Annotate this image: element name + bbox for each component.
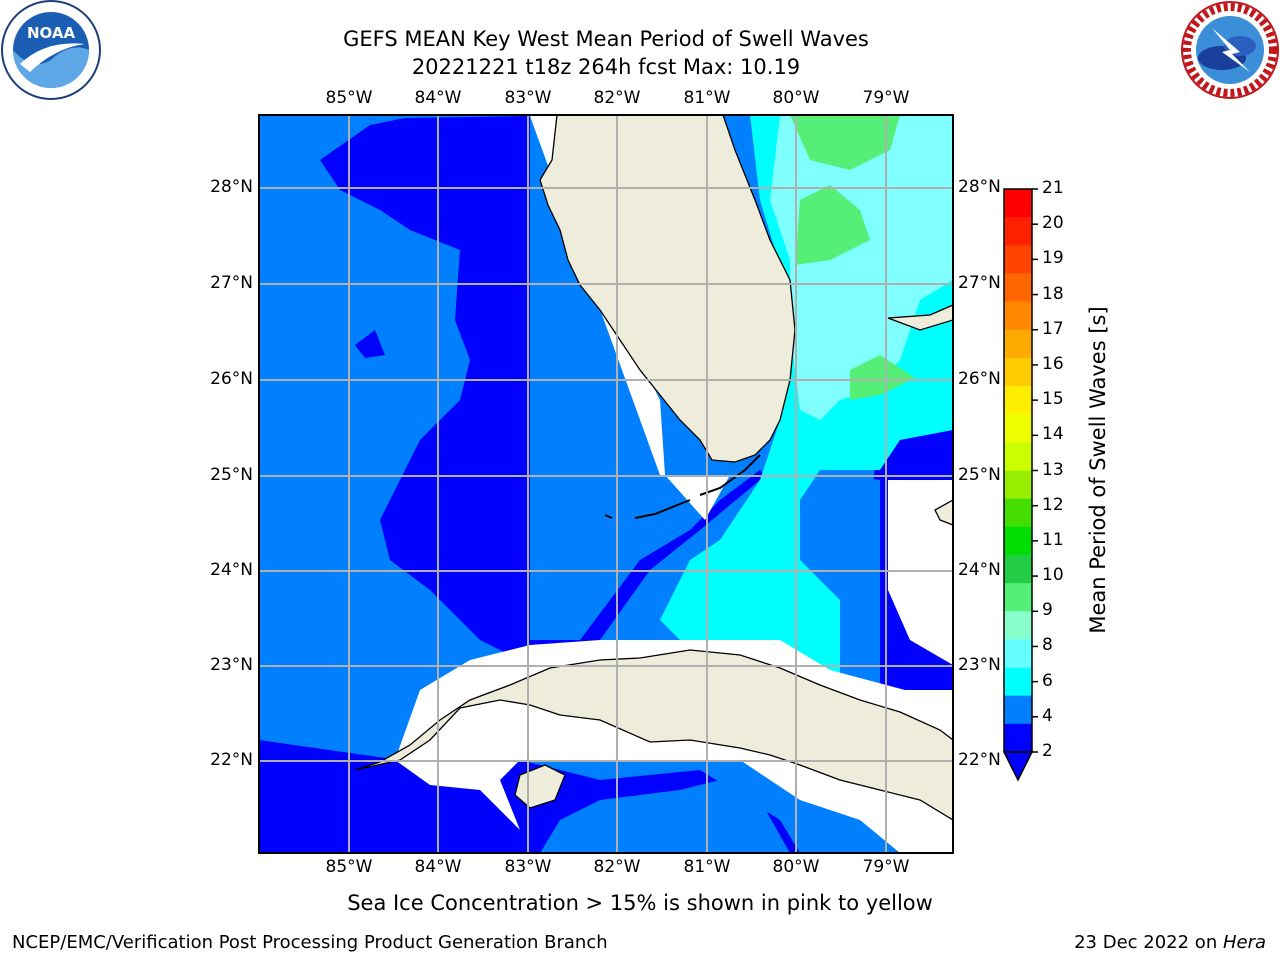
lon-tick-bottom: 84°W <box>414 857 462 877</box>
contour-4-6-south <box>540 780 790 853</box>
nws-logo <box>1181 1 1279 99</box>
lon-tick-bottom: 82°W <box>593 857 641 877</box>
lon-tick-bottom: 80°W <box>772 857 820 877</box>
lat-tick-right: 23°N <box>958 655 1001 675</box>
colorbar-extend-arrow <box>1002 751 1034 782</box>
colorbar-tick-label: 17 <box>1042 318 1064 339</box>
colorbar-swatch <box>1004 554 1032 584</box>
contour-8-9 <box>770 115 953 420</box>
lon-tick-bottom: 79°W <box>862 857 910 877</box>
contour-9-10-north <box>790 115 900 170</box>
land-bahamas <box>934 499 953 526</box>
lat-tick-left: 25°N <box>210 465 253 485</box>
colorbar-swatch <box>1004 301 1032 331</box>
lon-tick-top: 82°W <box>593 88 641 108</box>
colorbar-swatch <box>1004 498 1032 528</box>
lon-tick-top: 83°W <box>504 88 552 108</box>
footer-host: Hera <box>1222 932 1266 953</box>
noaa-logo-text: NOAA <box>27 24 76 42</box>
lon-tick-top: 81°W <box>683 88 731 108</box>
lat-tick-right: 28°N <box>958 177 1001 197</box>
footer-date: 23 Dec 2022 on Hera <box>1074 932 1266 953</box>
colorbar-swatch <box>1004 470 1032 500</box>
lon-tick-top: 84°W <box>414 88 462 108</box>
colorbar-swatch <box>1004 217 1032 246</box>
contour-2-4-blotch <box>355 330 385 358</box>
colorbar-swatch <box>1004 639 1032 669</box>
colorbar-tick-label: 15 <box>1042 389 1064 410</box>
mask-florida-west <box>530 116 730 520</box>
lat-tick-right: 26°N <box>958 369 1001 389</box>
land-grand-bahama <box>887 304 953 331</box>
lon-tick-top: 85°W <box>325 88 373 108</box>
colorbar-tick-label: 13 <box>1042 459 1064 480</box>
colorbar-tick-label: 12 <box>1042 494 1064 515</box>
colorbar-swatch <box>1004 245 1032 274</box>
lat-tick-right: 27°N <box>958 273 1001 293</box>
lon-tick-top: 79°W <box>862 88 910 108</box>
land-cuba <box>354 649 953 821</box>
mask-bahamas <box>888 480 953 665</box>
lat-tick-left: 24°N <box>210 560 253 580</box>
lat-tick-left: 27°N <box>210 273 253 293</box>
colorbar-swatch <box>1004 273 1032 303</box>
map-title-line1: GEFS MEAN Key West Mean Period of Swell … <box>343 27 869 51</box>
colorbar-tick-label: 8 <box>1042 635 1053 656</box>
colorbar-tick-label: 9 <box>1042 600 1053 621</box>
lon-tick-bottom: 85°W <box>325 857 373 877</box>
colorbar-swatch <box>1004 583 1032 612</box>
colorbar-tick-label: 21 <box>1042 178 1064 198</box>
lat-tick-right: 24°N <box>958 560 1001 580</box>
colorbar-swatch <box>1004 414 1032 443</box>
graticule <box>259 115 953 853</box>
lat-tick-left: 22°N <box>210 750 253 770</box>
colorbar-tick-label: 18 <box>1042 283 1064 304</box>
colorbar-swatch <box>1004 442 1032 471</box>
colorbar-label: Mean Period of Swell Waves [s] <box>1086 306 1110 634</box>
contour-9-10-mid <box>795 185 870 265</box>
colorbar-tick-label: 11 <box>1042 529 1064 550</box>
colorbar-swatch <box>1004 329 1032 359</box>
lat-tick-right: 25°N <box>958 465 1001 485</box>
colorbar-swatch <box>1004 357 1032 387</box>
colorbar-swatch <box>1004 526 1032 556</box>
lon-tick-bottom: 83°W <box>504 857 552 877</box>
colorbar-swatch <box>1004 611 1032 640</box>
lat-tick-right: 22°N <box>958 750 1001 770</box>
colorbar-tick-label: 2 <box>1042 741 1053 761</box>
colorbar-swatch <box>1004 695 1032 725</box>
colorbar-tick-label: 19 <box>1042 248 1064 269</box>
colorbar-tick-label: 6 <box>1042 670 1053 691</box>
noaa-logo: NOAA <box>1 0 101 100</box>
lon-tick-bottom: 81°W <box>683 857 731 877</box>
colorbar-tick-label: 16 <box>1042 353 1064 374</box>
footer-credit: NCEP/EMC/Verification Post Processing Pr… <box>12 932 608 953</box>
colorbar-swatch <box>1004 189 1032 218</box>
sea-ice-caption: Sea Ice Concentration > 15% is shown in … <box>347 891 933 915</box>
colorbar-tick-label: 20 <box>1042 213 1064 234</box>
footer-date-text: 23 Dec 2022 on <box>1074 932 1223 953</box>
map-frame <box>258 114 954 854</box>
colorbar-tick-label: 4 <box>1042 705 1053 726</box>
colorbar-swatch <box>1004 386 1032 415</box>
colorbar-swatch <box>1004 667 1032 697</box>
colorbar <box>1002 188 1038 782</box>
map-title-line2: 20221221 t18z 264h fcst Max: 10.19 <box>411 55 801 79</box>
lat-tick-left: 28°N <box>210 177 253 197</box>
colorbar-swatch <box>1004 723 1032 753</box>
colorbar-tick-label: 14 <box>1042 424 1064 445</box>
colorbar-tick-label: 10 <box>1042 565 1064 586</box>
lat-tick-left: 23°N <box>210 655 253 675</box>
contour-9-10-bahama <box>850 355 915 400</box>
lon-tick-top: 80°W <box>772 88 820 108</box>
florida-keys <box>604 454 761 519</box>
lat-tick-left: 26°N <box>210 369 253 389</box>
